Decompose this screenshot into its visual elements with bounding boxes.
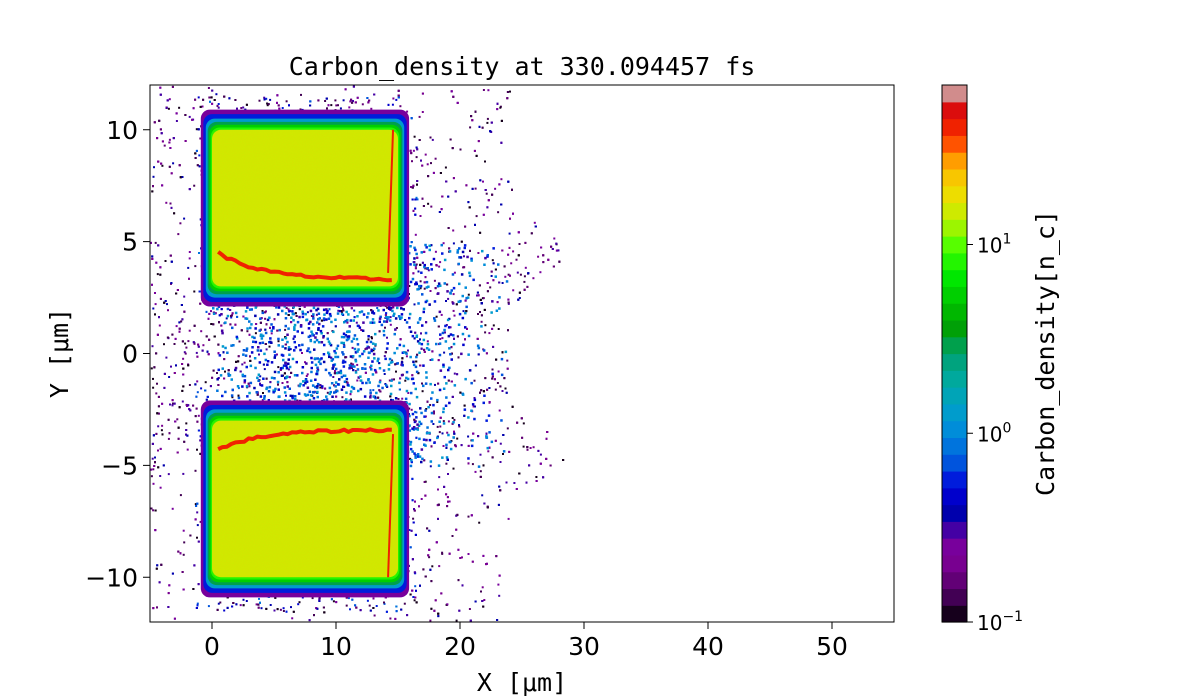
x-axis-label: X [μm] — [477, 668, 567, 697]
colorbar-level — [942, 152, 967, 170]
colorbar-level — [942, 470, 967, 489]
y-tick-label: 0 — [122, 340, 138, 369]
colorbar-level — [942, 202, 967, 220]
colorbar-level — [942, 387, 967, 405]
y-tick-label: 5 — [122, 228, 138, 257]
lower-compressed-layer — [217, 427, 395, 578]
colorbar-level — [942, 521, 967, 539]
colorbar-level — [942, 370, 967, 388]
colorbar-level — [942, 319, 967, 338]
colorbar-level — [942, 101, 967, 120]
colorbar-tick-label: 10−1 — [977, 609, 1023, 635]
density-field — [150, 85, 565, 622]
x-tick-label: 40 — [692, 632, 724, 661]
y-tick-label: 10 — [106, 116, 138, 145]
y-axis-label: Y [μm] — [45, 308, 74, 398]
colorbar-level — [942, 454, 967, 472]
lower-target-block — [200, 400, 410, 598]
x-tick-label: 10 — [320, 632, 352, 661]
colorbar-level — [942, 538, 967, 556]
x-tick-label: 20 — [444, 632, 476, 661]
colorbar-level — [942, 588, 967, 606]
upper-compressed-layer — [216, 129, 395, 283]
colorbar-level — [942, 571, 967, 590]
x-axis: 0 10 20 30 40 50 — [204, 622, 848, 661]
colorbar-level — [942, 504, 967, 522]
colorbar-level — [942, 336, 967, 355]
upper-target-block — [200, 109, 410, 307]
colorbar-level — [942, 269, 967, 287]
colorbar-level — [942, 219, 967, 237]
y-tick-label: −5 — [101, 451, 138, 480]
colorbar-level — [942, 420, 967, 439]
chart-title: Carbon_density at 330.094457 fs — [289, 52, 756, 81]
x-tick-label: 0 — [204, 632, 220, 661]
colorbar-level — [942, 487, 967, 506]
y-axis: −10 −5 0 5 10 — [85, 116, 150, 592]
colorbar-level — [942, 252, 967, 271]
colorbar-level — [942, 554, 967, 573]
colorbar-tick-label: 100 — [977, 420, 1011, 446]
colorbar-level — [942, 286, 967, 304]
colorbar-tick-label: 101 — [977, 232, 1011, 258]
colorbar-level — [942, 118, 967, 136]
colorbar-level — [942, 168, 967, 187]
colorbar-level — [942, 135, 967, 153]
plot-area: 0 10 20 30 40 50 −10 −5 0 5 10 — [85, 84, 895, 661]
y-tick-label: −10 — [85, 563, 138, 592]
x-tick-label: 30 — [568, 632, 600, 661]
colorbar-level — [942, 437, 967, 455]
colorbar-frame — [941, 84, 968, 623]
colorbar-level — [942, 236, 967, 254]
colorbar-label: Carbon_density[n_c] — [1031, 210, 1060, 496]
colorbar: 10−1 100 101 — [941, 84, 1023, 635]
colorbar-level — [942, 303, 967, 321]
colorbar-level — [942, 403, 967, 422]
colorbar-level — [942, 85, 967, 103]
colorbar-level — [942, 185, 967, 204]
x-tick-label: 50 — [816, 632, 848, 661]
colorbar-level — [942, 353, 967, 371]
colorbar-level — [942, 605, 967, 623]
